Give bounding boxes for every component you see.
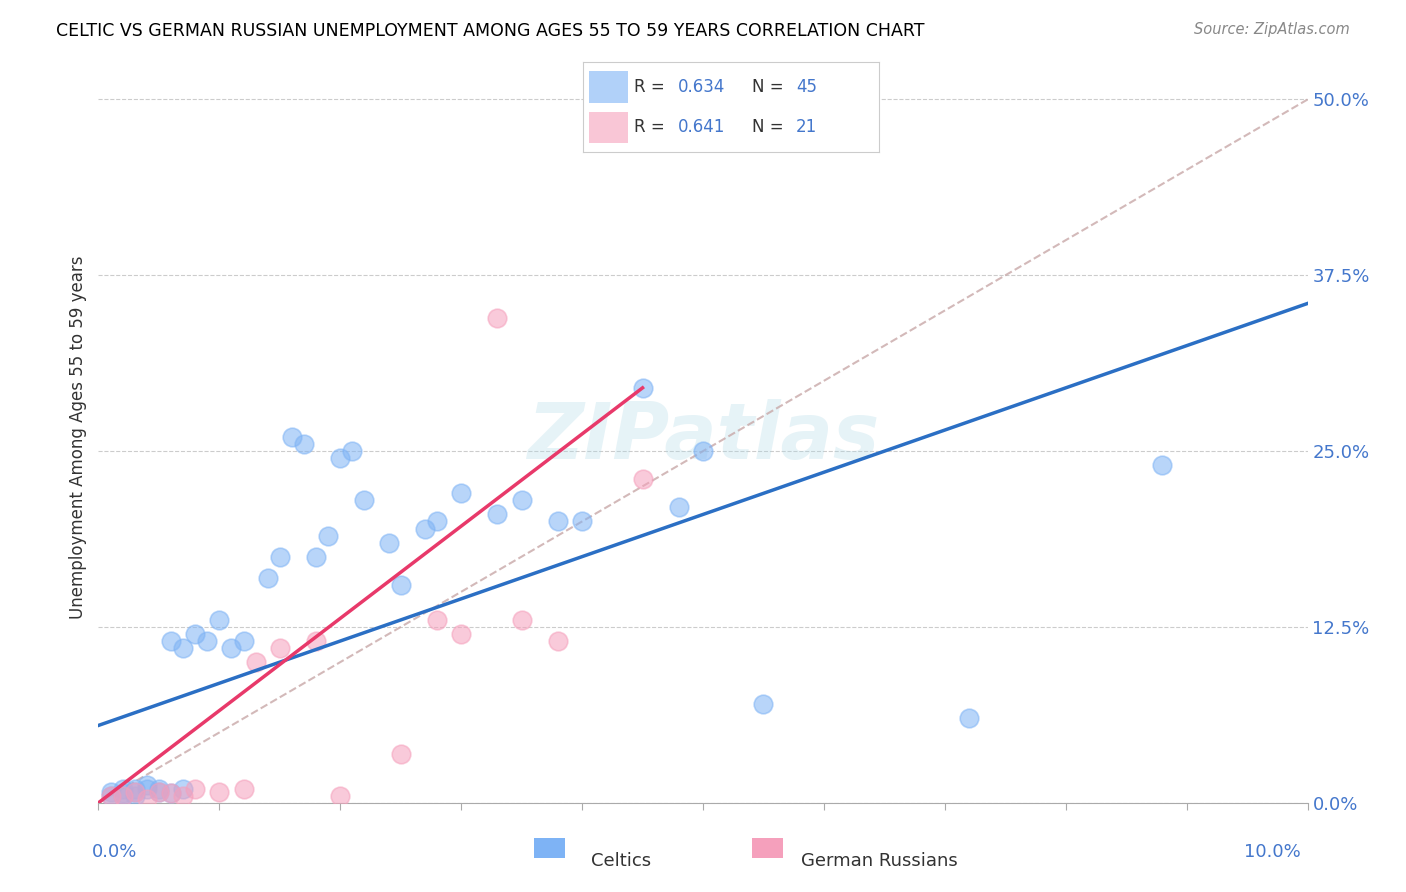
- Point: [208, 613, 231, 627]
- Point: [100, 789, 122, 803]
- Text: 0.641: 0.641: [678, 118, 725, 136]
- Point: [353, 493, 375, 508]
- Text: Celtics: Celtics: [591, 852, 651, 870]
- Text: R =: R =: [634, 118, 669, 136]
- Point: [100, 784, 122, 798]
- Point: [426, 613, 449, 627]
- Point: [111, 789, 134, 803]
- Point: [124, 784, 146, 798]
- Point: [377, 535, 399, 549]
- Point: [135, 791, 157, 805]
- Point: [547, 634, 569, 648]
- Point: [571, 515, 593, 529]
- Point: [221, 641, 243, 656]
- Point: [111, 781, 134, 796]
- Point: [172, 789, 194, 803]
- Point: [124, 781, 146, 796]
- Point: [172, 641, 194, 656]
- Point: [426, 515, 449, 529]
- Text: Source: ZipAtlas.com: Source: ZipAtlas.com: [1194, 22, 1350, 37]
- Point: [135, 781, 157, 796]
- Point: [292, 437, 315, 451]
- Point: [957, 711, 980, 725]
- Point: [631, 472, 654, 486]
- Point: [184, 627, 207, 641]
- Text: German Russians: German Russians: [801, 852, 957, 870]
- Point: [752, 698, 775, 712]
- Point: [305, 634, 328, 648]
- Point: [160, 786, 183, 800]
- Point: [1152, 458, 1174, 473]
- Point: [111, 789, 134, 803]
- Text: CELTIC VS GERMAN RUSSIAN UNEMPLOYMENT AMONG AGES 55 TO 59 YEARS CORRELATION CHAR: CELTIC VS GERMAN RUSSIAN UNEMPLOYMENT AM…: [56, 22, 925, 40]
- Point: [232, 634, 254, 648]
- Point: [389, 747, 412, 761]
- Point: [450, 627, 472, 641]
- Point: [195, 634, 218, 648]
- Point: [124, 784, 146, 798]
- Point: [281, 430, 304, 444]
- Point: [389, 578, 412, 592]
- Point: [510, 613, 533, 627]
- Point: [172, 781, 194, 796]
- Point: [547, 515, 569, 529]
- Point: [486, 508, 509, 522]
- Text: 0.634: 0.634: [678, 78, 725, 95]
- Point: [256, 571, 278, 585]
- Point: [631, 381, 654, 395]
- Point: [668, 500, 690, 515]
- Text: ZIPatlas: ZIPatlas: [527, 399, 879, 475]
- Bar: [589, 71, 627, 103]
- Point: [692, 444, 714, 458]
- Point: [316, 528, 339, 542]
- Point: [100, 789, 122, 803]
- Point: [245, 655, 267, 669]
- Text: N =: N =: [752, 78, 789, 95]
- Point: [510, 493, 533, 508]
- Point: [184, 781, 207, 796]
- Text: 45: 45: [796, 78, 817, 95]
- Point: [269, 641, 291, 656]
- Point: [148, 784, 170, 798]
- Point: [160, 786, 183, 800]
- Point: [329, 789, 352, 803]
- Point: [329, 451, 352, 466]
- Point: [305, 549, 328, 564]
- Point: [269, 549, 291, 564]
- Point: [413, 521, 436, 535]
- Point: [450, 486, 472, 500]
- Point: [135, 778, 157, 792]
- Point: [486, 310, 509, 325]
- Text: 21: 21: [796, 118, 817, 136]
- Point: [124, 789, 146, 803]
- Text: 10.0%: 10.0%: [1244, 843, 1301, 861]
- Point: [148, 784, 170, 798]
- Point: [342, 444, 364, 458]
- Text: R =: R =: [634, 78, 669, 95]
- Text: N =: N =: [752, 118, 789, 136]
- Text: 0.0%: 0.0%: [91, 843, 136, 861]
- Point: [111, 786, 134, 800]
- Y-axis label: Unemployment Among Ages 55 to 59 years: Unemployment Among Ages 55 to 59 years: [69, 255, 87, 619]
- Bar: [589, 112, 627, 143]
- Point: [148, 781, 170, 796]
- Point: [160, 634, 183, 648]
- Point: [208, 784, 231, 798]
- Point: [232, 781, 254, 796]
